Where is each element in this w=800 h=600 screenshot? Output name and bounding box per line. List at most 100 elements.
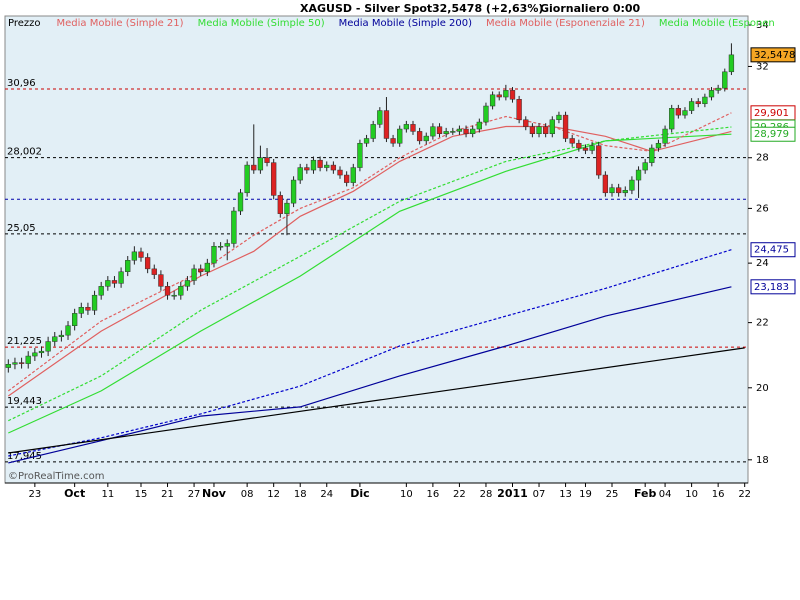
value-tag: [750, 47, 796, 63]
level-label: 25,05: [7, 223, 36, 234]
candle-body: [32, 352, 38, 357]
candle-body: [290, 179, 297, 204]
legend-entry: Media Mobile (Simple 21): [57, 18, 184, 29]
candle-body: [456, 128, 463, 132]
candle-body: [556, 114, 562, 120]
y-tick-label: 18: [756, 455, 769, 466]
candle-body: [350, 167, 356, 183]
candle-body: [184, 280, 191, 287]
y-tick-label: 22: [756, 318, 769, 329]
candle-body: [496, 94, 502, 98]
candle-body: [52, 336, 58, 342]
level-label: 21,225: [7, 336, 42, 347]
x-tick-label: 12: [267, 489, 280, 500]
candle-body: [669, 108, 675, 130]
y-tick-label: 34: [756, 20, 769, 31]
candle-body: [158, 274, 164, 287]
x-tick-label: 04: [659, 489, 672, 500]
candle-body: [688, 101, 695, 111]
level-label: 19,443: [7, 396, 42, 407]
candle-body: [330, 164, 337, 171]
candle-body: [596, 145, 602, 176]
candle-body: [138, 251, 144, 258]
candle-body: [111, 280, 118, 284]
x-tick-label: 19: [579, 489, 592, 500]
candle-body: [483, 105, 489, 123]
candle-body: [310, 159, 317, 171]
candle-body: [576, 142, 582, 149]
candle-body: [72, 313, 78, 326]
x-tick-label: 13: [559, 489, 572, 500]
candle-body: [377, 110, 383, 125]
candle-body: [25, 355, 31, 364]
candle-body: [722, 71, 728, 89]
candle-body: [98, 286, 104, 296]
candle-body: [489, 94, 496, 107]
candle-body: [629, 179, 635, 191]
candle-body: [423, 135, 429, 142]
candle-body: [383, 110, 390, 139]
x-tick-label: 11: [101, 489, 114, 500]
legend-entry: Media Mobile (Esponen: [659, 18, 775, 29]
candle-body: [164, 286, 171, 296]
candle-body: [357, 142, 363, 168]
x-tick-label: 15: [135, 489, 148, 500]
candle-body: [224, 243, 230, 247]
candle-body: [237, 192, 244, 212]
candle-body: [562, 114, 569, 139]
candle-body: [430, 126, 436, 137]
candle-body: [38, 350, 45, 354]
candle-body: [105, 280, 111, 287]
plot-area: [4, 15, 749, 484]
candle-body: [403, 124, 410, 130]
chart-title: XAGUSD - Silver Spot: [300, 2, 432, 15]
candle-body: [416, 131, 423, 142]
candle-body: [602, 174, 609, 194]
series-line: [8, 126, 732, 422]
value-tag: [750, 242, 796, 258]
candle-body: [695, 101, 701, 105]
candle-body: [543, 126, 549, 134]
candle-body: [343, 174, 350, 183]
x-tick-label: 10: [400, 489, 413, 500]
candle-body: [582, 147, 589, 151]
candle-body: [257, 157, 264, 171]
candle-body: [370, 124, 376, 139]
x-tick-label: 28: [480, 489, 493, 500]
candle-body: [655, 142, 662, 149]
candle-body: [615, 187, 622, 194]
candle-body: [363, 138, 370, 144]
legend-entry: Media Mobile (Simple 50): [198, 18, 325, 29]
candle-body: [390, 138, 396, 144]
watermark: ©ProRealTime.com: [8, 471, 104, 482]
x-tick-label: 07: [533, 489, 546, 500]
value-tag-label: 32,5478: [754, 50, 795, 61]
candle-body: [450, 131, 456, 133]
x-tick-label: 16: [712, 489, 725, 500]
candle-body: [78, 307, 84, 314]
candle-body: [45, 341, 51, 352]
candle-body: [523, 119, 529, 127]
x-tick-label: 27: [188, 489, 201, 500]
candle-body: [18, 362, 25, 364]
candle-body: [635, 169, 642, 181]
period: Giornaliero 0:00: [540, 2, 641, 15]
candle-body: [85, 307, 91, 311]
x-tick-label: Oct: [64, 487, 85, 500]
x-tick-label: 21: [161, 489, 174, 500]
y-tick-label: 32: [756, 61, 769, 72]
value-tag-label: 23,183: [754, 282, 789, 293]
candle-body: [58, 334, 65, 338]
candle-body: [125, 260, 131, 272]
candle-body: [622, 189, 628, 194]
candle-body: [589, 145, 595, 151]
candle-body: [324, 164, 330, 168]
candle-body: [503, 90, 509, 98]
candle-body: [231, 210, 237, 244]
candle-body: [217, 245, 224, 248]
series-line: [7, 125, 732, 397]
candle-body: [65, 325, 71, 336]
x-tick-label: 16: [427, 489, 440, 500]
level-label: 30,96: [7, 78, 36, 89]
x-tick-label: 22: [738, 489, 751, 500]
